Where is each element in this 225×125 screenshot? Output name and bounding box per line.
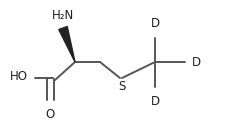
Text: S: S [118, 80, 126, 93]
Text: D: D [192, 56, 201, 68]
Polygon shape [59, 26, 75, 62]
Text: O: O [45, 108, 55, 121]
Text: D: D [151, 17, 160, 30]
Text: HO: HO [10, 70, 28, 82]
Text: H₂N: H₂N [52, 9, 74, 22]
Text: D: D [151, 95, 160, 108]
